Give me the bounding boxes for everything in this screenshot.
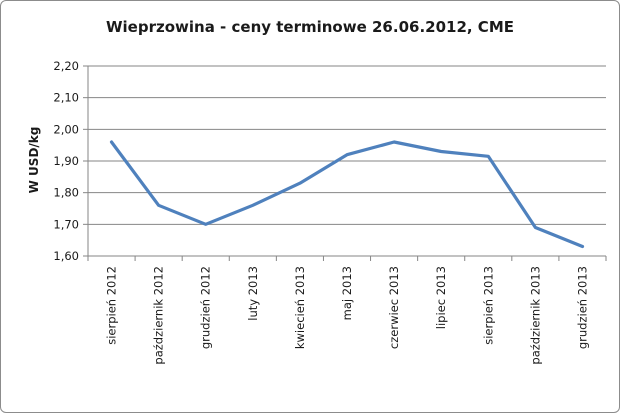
y-tick-label: 1,90 [53, 154, 79, 168]
x-tick-label: sierpień 2013 [481, 266, 495, 345]
y-tick-label: 2,20 [53, 59, 79, 73]
y-tick-label: 1,60 [53, 249, 79, 263]
x-tick-label: październik 2012 [152, 266, 166, 365]
x-tick-label: sierpień 2012 [105, 266, 119, 345]
y-axis-label: W USD/kg [27, 127, 41, 194]
x-tick-label: grudzień 2012 [199, 266, 213, 349]
x-tick-label: lipiec 2013 [434, 266, 448, 329]
y-tick-label: 2,00 [53, 122, 79, 136]
y-tick-label: 1,80 [53, 186, 79, 200]
x-tick-label: czerwiec 2013 [387, 266, 401, 349]
y-tick-label: 1,70 [53, 217, 79, 231]
x-tick-label: grudzień 2013 [575, 266, 589, 349]
chart-title: Wieprzowina - ceny terminowe 26.06.2012,… [106, 18, 514, 36]
y-tick-label: 2,10 [53, 91, 79, 105]
x-tick-label: kwiecień 2013 [293, 266, 307, 349]
series-line [109, 140, 585, 249]
x-tick-label: luty 2013 [246, 266, 260, 321]
x-tick-label: maj 2013 [340, 266, 354, 320]
x-tick-label: październik 2013 [528, 266, 542, 365]
